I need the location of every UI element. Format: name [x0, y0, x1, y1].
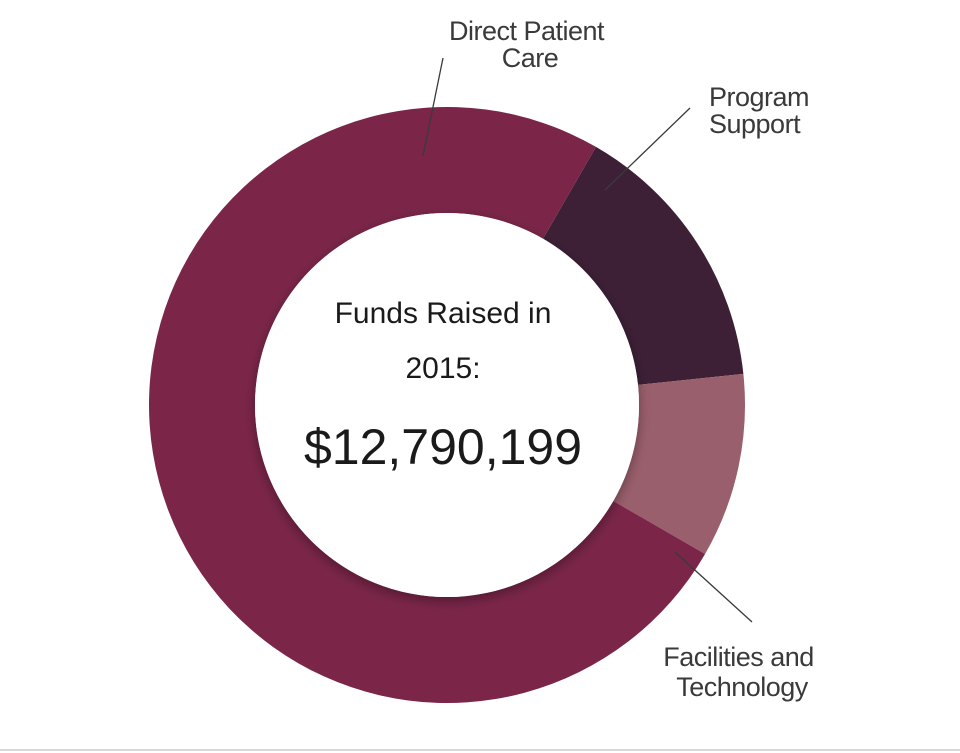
- leader-lines: [422, 57, 753, 623]
- slice-facilities-and-technology: [149, 106, 706, 704]
- center-title-line2: 2015:: [405, 352, 480, 385]
- slice-labels: Direct Patient Care Program Support Faci…: [449, 16, 821, 702]
- slice-program-support: [613, 373, 745, 554]
- leader-line-program-support: [604, 107, 691, 191]
- leader-line-facilities-and-technology: [674, 551, 753, 623]
- slice-label-facilities-and-technology: Facilities and Technology: [663, 642, 821, 702]
- leader-line-direct-patient-care: [422, 57, 444, 157]
- slice-label-line: Facilities and: [663, 642, 814, 672]
- center-title-line1: Funds Raised in: [335, 297, 552, 330]
- slice-label-direct-patient-care: Direct Patient Care: [449, 16, 611, 73]
- slice-label-line: Care: [502, 43, 559, 73]
- slice-label-line: Technology: [676, 672, 809, 702]
- center-total-value: $12,790,199: [304, 419, 582, 475]
- donut-hole: [255, 213, 639, 597]
- slice-direct-patient-care: [543, 146, 744, 385]
- slice-label-program-support: Program Support: [709, 82, 816, 139]
- slice-label-line: Program: [709, 82, 809, 112]
- slice-label-line: Direct Patient: [449, 16, 605, 46]
- slice-label-line: Support: [709, 109, 801, 139]
- center-text: Funds Raised in 2015: $12,790,199: [304, 297, 582, 475]
- donut-slices: [149, 106, 745, 704]
